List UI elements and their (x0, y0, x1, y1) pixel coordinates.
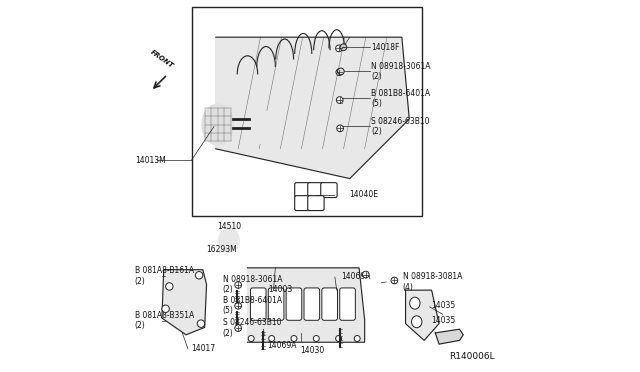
Text: R140006L: R140006L (449, 352, 495, 361)
FancyBboxPatch shape (304, 288, 319, 320)
FancyBboxPatch shape (286, 288, 302, 320)
Circle shape (362, 271, 369, 278)
Circle shape (197, 320, 205, 327)
Text: B 081A8-B161A
(2): B 081A8-B161A (2) (135, 266, 194, 286)
Text: 14017: 14017 (191, 344, 216, 353)
Circle shape (166, 283, 173, 290)
Text: S 08246-63B10
(2): S 08246-63B10 (2) (223, 318, 281, 338)
Polygon shape (406, 290, 439, 340)
Circle shape (291, 336, 297, 341)
Text: 14069A: 14069A (267, 341, 297, 350)
Text: 14510: 14510 (218, 222, 242, 231)
Polygon shape (162, 270, 207, 335)
Circle shape (340, 44, 347, 51)
Circle shape (248, 336, 254, 341)
FancyBboxPatch shape (321, 183, 337, 198)
FancyBboxPatch shape (340, 288, 355, 320)
Text: FRONT: FRONT (149, 49, 175, 69)
FancyBboxPatch shape (308, 183, 324, 198)
Text: 14003: 14003 (269, 285, 293, 294)
Polygon shape (435, 329, 463, 344)
Text: N 08918-3081A
(4): N 08918-3081A (4) (403, 272, 462, 292)
Text: 14018F: 14018F (371, 43, 400, 52)
Circle shape (235, 325, 241, 331)
Ellipse shape (219, 228, 239, 252)
Circle shape (195, 272, 203, 279)
Text: B 081B8-6401A
(5): B 081B8-6401A (5) (371, 89, 431, 108)
Text: N 08918-3061A
(2): N 08918-3061A (2) (223, 275, 282, 294)
Text: N 08918-3061A
(2): N 08918-3061A (2) (371, 62, 431, 81)
Circle shape (337, 68, 344, 75)
Ellipse shape (412, 316, 422, 328)
Text: 14035: 14035 (431, 301, 455, 310)
Circle shape (235, 282, 241, 288)
Circle shape (235, 302, 241, 309)
FancyBboxPatch shape (294, 196, 311, 211)
Circle shape (162, 305, 170, 312)
Polygon shape (216, 37, 410, 179)
FancyBboxPatch shape (250, 288, 266, 320)
Circle shape (391, 277, 397, 284)
Circle shape (337, 97, 343, 103)
Circle shape (335, 45, 342, 52)
Text: 14030: 14030 (301, 346, 325, 355)
Text: 14069A: 14069A (342, 272, 371, 280)
Text: B 081A8-B351A
(2): B 081A8-B351A (2) (135, 311, 194, 330)
Circle shape (335, 336, 342, 341)
Text: 14035: 14035 (431, 316, 455, 325)
Ellipse shape (410, 297, 420, 309)
Ellipse shape (254, 112, 278, 145)
Circle shape (337, 125, 344, 132)
Circle shape (336, 69, 342, 76)
Text: 14013M: 14013M (135, 156, 166, 165)
Polygon shape (248, 268, 365, 342)
Text: S 08246-63B10
(2): S 08246-63B10 (2) (371, 117, 430, 136)
FancyBboxPatch shape (308, 196, 324, 211)
FancyBboxPatch shape (322, 288, 337, 320)
Text: 14040E: 14040E (349, 190, 378, 199)
FancyBboxPatch shape (268, 288, 284, 320)
Ellipse shape (202, 104, 234, 145)
FancyBboxPatch shape (294, 183, 311, 198)
Bar (191, 7, 422, 216)
Text: B 081B8-6401A
(5): B 081B8-6401A (5) (223, 296, 282, 315)
Text: 16293M: 16293M (207, 246, 237, 254)
Circle shape (314, 336, 319, 341)
Circle shape (354, 336, 360, 341)
Circle shape (269, 336, 275, 341)
